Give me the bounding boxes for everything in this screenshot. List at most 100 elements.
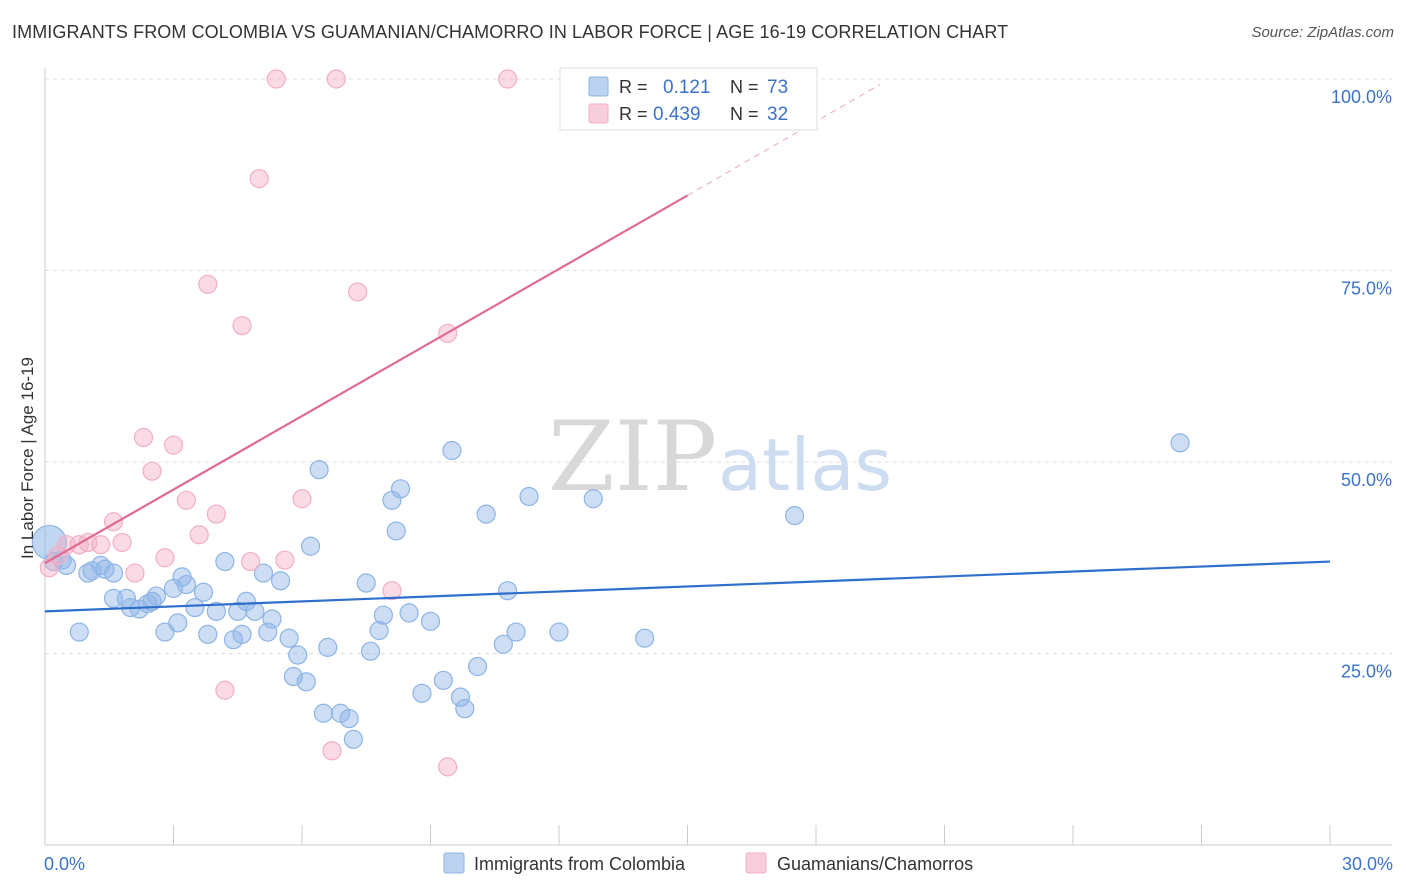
data-point <box>412 683 432 703</box>
data-point <box>322 741 342 761</box>
data-point <box>1170 433 1190 453</box>
x-tick-label: 0.0% <box>44 854 85 874</box>
chart-title: IMMIGRANTS FROM COLOMBIA VS GUAMANIAN/CH… <box>12 22 1009 42</box>
data-point <box>168 613 188 633</box>
data-point <box>206 601 226 621</box>
data-point <box>69 622 89 642</box>
bottom-legend: Immigrants from Colombia Guamanians/Cham… <box>443 852 973 874</box>
legend-r-value-colombia: 0.121 <box>663 77 711 98</box>
series-colombia-points <box>31 433 1190 749</box>
legend-r-label: R = <box>619 104 648 124</box>
data-point <box>360 641 381 661</box>
data-point <box>103 563 124 583</box>
data-point <box>476 504 496 524</box>
legend-n-value-guamanian: 32 <box>767 104 788 125</box>
legend-n-label: N = <box>730 104 759 124</box>
data-point <box>232 624 252 644</box>
y-tick-label: 25.0% <box>1341 662 1392 682</box>
data-point <box>279 628 299 648</box>
legend-r-label: R = <box>619 77 648 97</box>
data-point <box>313 703 334 723</box>
bottom-legend-guamanian: Guamanians/Chamorros <box>777 854 973 874</box>
data-point <box>442 440 462 461</box>
series-guamanian-points <box>39 69 518 777</box>
tick-labels: 25.0% 50.0% 75.0% 100.0% 0.0% 30.0% <box>44 87 1393 874</box>
data-point <box>399 603 419 623</box>
trend-line <box>44 194 689 565</box>
data-point <box>112 532 132 553</box>
data-point <box>506 622 526 642</box>
data-point <box>296 672 316 692</box>
data-point <box>519 486 539 507</box>
data-point <box>343 729 363 749</box>
data-point <box>309 460 329 480</box>
data-point <box>493 634 513 654</box>
data-point <box>185 597 205 618</box>
data-point <box>198 274 218 294</box>
data-point <box>232 316 252 336</box>
data-point <box>133 427 154 448</box>
data-point <box>193 582 214 602</box>
watermark-atlas: atlas <box>718 423 892 507</box>
data-point <box>176 574 196 595</box>
data-point <box>245 601 265 621</box>
data-point <box>390 479 411 499</box>
legend-r-value-guamanian: 0.439 <box>653 104 701 125</box>
data-point <box>292 489 312 509</box>
data-point <box>142 461 162 481</box>
data-point <box>283 666 304 687</box>
x-tick-label: 30.0% <box>1342 854 1393 874</box>
data-point <box>498 69 518 89</box>
data-point <box>206 504 226 524</box>
data-point <box>300 536 321 556</box>
data-point <box>420 611 441 631</box>
data-point <box>356 573 376 593</box>
data-point <box>433 670 453 690</box>
grid-lines <box>45 78 1392 654</box>
data-point <box>438 757 458 777</box>
data-point <box>369 620 389 641</box>
data-point <box>215 680 235 700</box>
data-point <box>386 521 406 541</box>
trend-line-extension <box>687 83 881 196</box>
bottom-legend-swatch-colombia <box>443 852 465 874</box>
data-point <box>270 571 291 591</box>
y-axis-title: In Labor Force | Age 16-19 <box>18 357 37 559</box>
y-tick-label: 100.0% <box>1331 87 1392 107</box>
data-point <box>249 168 269 189</box>
data-point <box>288 645 308 665</box>
data-point <box>155 548 175 568</box>
data-point <box>348 282 368 302</box>
watermark: ZIP atlas <box>548 401 892 513</box>
data-point <box>163 435 184 455</box>
data-point <box>784 506 805 526</box>
axes <box>44 68 1392 846</box>
data-point <box>339 709 359 729</box>
data-point <box>549 622 569 642</box>
data-point <box>326 69 346 89</box>
bottom-legend-swatch-guamanian <box>745 852 767 874</box>
legend: R = 0.121 N = 73 R = 0.439 N = 32 <box>559 67 818 131</box>
legend-n-label: N = <box>730 77 759 97</box>
data-point <box>253 563 274 583</box>
y-tick-label: 50.0% <box>1341 470 1392 490</box>
data-point <box>498 581 518 601</box>
data-point <box>125 563 145 583</box>
data-point <box>583 489 603 509</box>
legend-swatch-colombia <box>588 76 609 97</box>
data-point <box>215 551 235 572</box>
legend-swatch-guamanian <box>588 103 609 124</box>
data-point <box>382 581 402 601</box>
data-point <box>91 535 111 555</box>
data-point <box>450 687 471 707</box>
source-label: Source: ZipAtlas.com <box>1251 24 1394 41</box>
data-point <box>635 628 655 648</box>
data-point <box>189 525 209 545</box>
data-point <box>266 69 286 89</box>
data-point <box>455 699 475 719</box>
y-tick-label: 75.0% <box>1341 279 1392 299</box>
bottom-legend-colombia: Immigrants from Colombia <box>474 854 686 874</box>
data-point <box>176 490 196 510</box>
trend-lines <box>44 83 1331 613</box>
